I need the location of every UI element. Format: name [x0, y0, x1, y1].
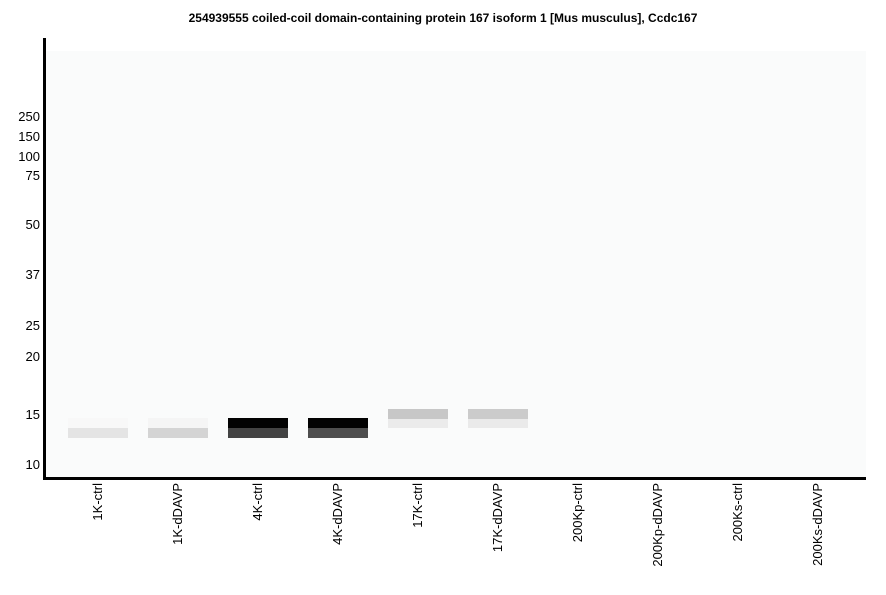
blot-band: [388, 409, 448, 419]
y-tick-label: 25: [25, 318, 40, 333]
lane-label: 4K-dDAVP: [330, 483, 345, 545]
y-tick-label: 150: [18, 129, 40, 144]
blot-band: [68, 428, 128, 438]
lane-label: 200Ks-dDAVP: [810, 483, 825, 566]
blot-band: [468, 409, 528, 419]
y-tick-label: 37: [25, 267, 40, 282]
blot-band: [468, 419, 528, 428]
lane-label: 200Kp-ctrl: [570, 483, 585, 543]
y-tick-label: 75: [25, 168, 40, 183]
blot-band: [228, 418, 288, 428]
blot-band: [228, 428, 288, 438]
plot-background: [46, 51, 866, 477]
lane-label: 17K-dDAVP: [490, 483, 505, 553]
lane-label: 200Ks-ctrl: [730, 483, 745, 542]
blot-band: [148, 428, 208, 438]
y-tick-label: 100: [18, 149, 40, 164]
lane-label: 4K-ctrl: [250, 483, 265, 521]
lane-label: 200Kp-dDAVP: [650, 483, 665, 567]
figure-title: 254939555 coiled-coil domain-containing …: [188, 11, 698, 25]
blot-band: [308, 428, 368, 438]
y-tick-label: 15: [25, 407, 40, 422]
y-tick-label: 20: [25, 349, 40, 364]
lane-label: 1K-ctrl: [90, 483, 105, 521]
y-axis-line: [43, 38, 46, 480]
blot-band: [68, 418, 128, 428]
x-axis-line: [43, 477, 866, 480]
blot-band: [388, 419, 448, 428]
lane-label: 1K-dDAVP: [170, 483, 185, 545]
blot-band: [308, 418, 368, 428]
y-tick-label: 50: [25, 217, 40, 232]
lane-label: 17K-ctrl: [410, 483, 425, 528]
y-tick-label: 10: [25, 457, 40, 472]
y-tick-label: 250: [18, 109, 40, 124]
blot-band: [148, 418, 208, 428]
